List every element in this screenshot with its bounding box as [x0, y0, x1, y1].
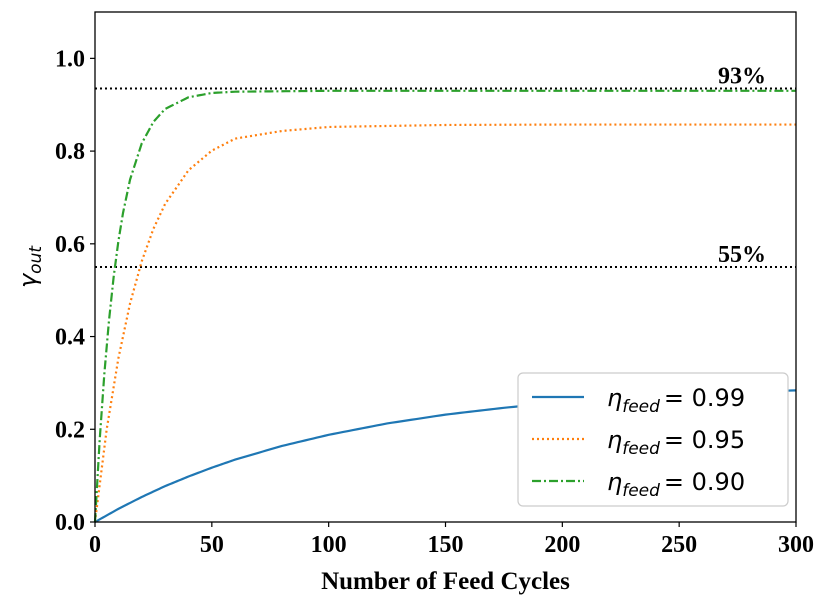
y-tick-label: 0.0	[55, 510, 85, 536]
x-axis: 0 50 100 150 200 250 300	[89, 522, 814, 558]
y-axis: 0.0 0.2 0.4 0.6 0.8 1.0	[55, 46, 95, 536]
reference-line-label: 55%	[718, 242, 766, 268]
x-tick-label: 0	[89, 532, 101, 558]
x-tick-label: 200	[544, 532, 580, 558]
legend-box	[517, 372, 789, 507]
reference-lines: 93% 55%	[95, 64, 796, 268]
y-tick-label: 0.6	[55, 232, 85, 258]
x-axis-title: Number of Feed Cycles	[321, 568, 570, 595]
x-tick-label: 100	[311, 532, 347, 558]
x-tick-label: 300	[778, 532, 814, 558]
legend-entry: ηfeed = 0.95	[607, 426, 745, 459]
x-tick-label: 150	[428, 532, 464, 558]
y-tick-label: 0.4	[55, 325, 85, 351]
legend: ηfeed = 0.99 ηfeed = 0.95 ηfeed = 0.90	[517, 372, 789, 507]
y-tick-label: 1.0	[55, 46, 85, 72]
x-tick-label: 50	[200, 532, 224, 558]
x-tick-label: 250	[661, 532, 697, 558]
legend-entry: ηfeed = 0.90	[607, 468, 745, 501]
y-axis-title: γout	[14, 245, 46, 288]
y-axis-title-main: γ	[14, 272, 42, 288]
y-tick-label: 0.8	[55, 139, 85, 165]
legend-entry: ηfeed = 0.99	[607, 384, 745, 417]
reference-line-label: 93%	[718, 64, 766, 90]
series-line	[93, 89, 796, 523]
y-tick-label: 0.2	[55, 417, 85, 443]
y-axis-title-sub: out	[26, 245, 46, 274]
